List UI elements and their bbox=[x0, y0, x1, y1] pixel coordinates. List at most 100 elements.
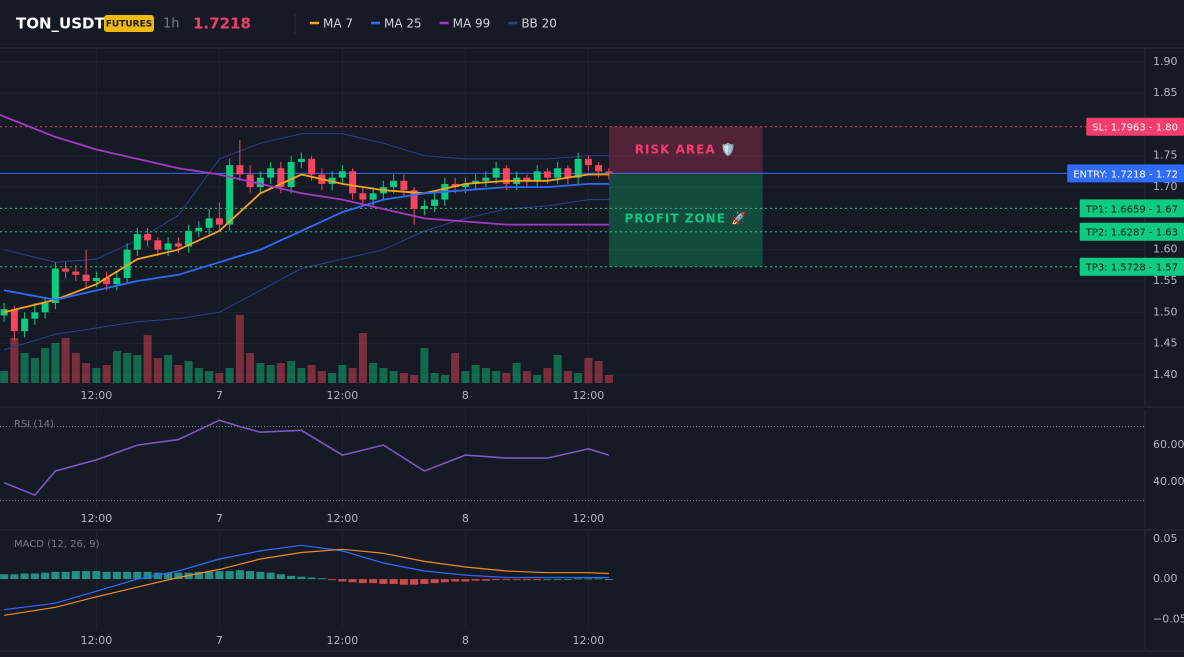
x-tick-label: 7 bbox=[216, 389, 223, 402]
volume-bar bbox=[399, 373, 408, 383]
candle-body bbox=[605, 171, 613, 174]
candle-body bbox=[103, 277, 111, 285]
badge: FUTURES bbox=[106, 20, 152, 30]
level-label: TP1: 1.6659 - 1.67 bbox=[1085, 204, 1178, 215]
candle-body bbox=[533, 171, 541, 181]
macd-histogram-bar bbox=[348, 579, 357, 583]
level-tag-bg bbox=[1067, 164, 1184, 183]
volume-bar bbox=[194, 368, 203, 383]
macd-histogram-bar bbox=[112, 571, 121, 580]
macd-histogram-bar bbox=[379, 579, 388, 584]
y-tick-label: 0.05 bbox=[1153, 532, 1178, 545]
candle-body bbox=[174, 243, 182, 247]
candle-body bbox=[431, 199, 439, 206]
level-tag: SL: 1.7963 - 1.80 bbox=[1086, 117, 1184, 136]
volume-bar bbox=[30, 358, 39, 383]
macd-histogram-bar bbox=[563, 579, 572, 581]
volume-bar bbox=[358, 333, 367, 383]
candle-body bbox=[41, 302, 49, 313]
macd-histogram-bar bbox=[604, 579, 613, 581]
volume-bar bbox=[379, 368, 388, 383]
candle-body bbox=[349, 171, 357, 194]
volume-bar bbox=[246, 353, 255, 383]
macd-histogram-bar bbox=[266, 572, 275, 580]
y-tick-label: −0.05 bbox=[1153, 612, 1184, 625]
volume-bar bbox=[369, 363, 378, 383]
macd-histogram-bar bbox=[246, 571, 255, 580]
volume-bar bbox=[184, 361, 193, 383]
y-tick-label: 60.00 bbox=[1153, 438, 1184, 451]
x-tick-label: 12:00 bbox=[327, 512, 359, 525]
x-tick-label: 12:00 bbox=[81, 634, 113, 647]
trade-zone bbox=[608, 173, 763, 267]
volume-bar bbox=[420, 348, 429, 383]
pane-title: MACD (12, 26, 9) bbox=[14, 539, 100, 550]
candle-body bbox=[502, 168, 510, 184]
y-tick-label: 1.70 bbox=[1153, 180, 1178, 193]
moving-average bbox=[0, 114, 609, 226]
candle-body bbox=[113, 277, 121, 285]
macd-histogram-bar bbox=[420, 579, 429, 584]
level-tag-bg bbox=[1086, 117, 1184, 136]
interval[interactable]: 1h bbox=[163, 17, 180, 32]
macd-histogram-bar bbox=[256, 571, 265, 580]
y-tick-label: 1.90 bbox=[1153, 55, 1178, 68]
level-label: SL: 1.7963 - 1.80 bbox=[1092, 123, 1178, 134]
candle-body bbox=[369, 193, 377, 200]
y-tick-label: 1.85 bbox=[1153, 86, 1178, 99]
candle-body bbox=[492, 168, 500, 178]
rsi-line bbox=[3, 419, 610, 497]
candle-body bbox=[574, 158, 582, 178]
volume-bar bbox=[102, 365, 111, 383]
volume-bar bbox=[287, 361, 296, 383]
candle-body bbox=[164, 243, 172, 250]
x-tick-label: 7 bbox=[216, 634, 223, 647]
zone-label: RISK AREA 🛡️ bbox=[635, 143, 737, 157]
volume-bar bbox=[123, 353, 132, 383]
trade-zone bbox=[608, 126, 763, 174]
candle-body bbox=[215, 218, 223, 225]
macd-histogram-bar bbox=[594, 578, 603, 580]
candle-body bbox=[297, 158, 305, 163]
volume-bar bbox=[153, 358, 162, 383]
pane-title: RSI (14) bbox=[14, 419, 54, 430]
volume-bar bbox=[594, 361, 603, 383]
x-tick-label: 8 bbox=[462, 389, 469, 402]
volume-bar bbox=[502, 373, 511, 383]
volume-bar bbox=[0, 371, 9, 383]
legend-label: MA 7 bbox=[323, 17, 353, 31]
candle-body bbox=[359, 193, 367, 200]
volume-bar bbox=[61, 338, 70, 383]
x-tick-label: 8 bbox=[462, 512, 469, 525]
bb-upper bbox=[3, 133, 609, 263]
level-label: ENTRY: 1.7218 - 1.72 bbox=[1073, 169, 1178, 180]
legend: MA 7 MA 25 MA 99 BB 20 bbox=[310, 17, 557, 31]
macd-histogram-bar bbox=[584, 578, 593, 580]
volume-bar bbox=[574, 373, 583, 383]
macd-histogram-bar bbox=[440, 579, 449, 583]
candle-body bbox=[154, 240, 162, 250]
candle-body bbox=[277, 168, 285, 188]
volume-bar bbox=[307, 365, 316, 383]
volume-bar bbox=[133, 355, 142, 383]
macd-histogram-bar bbox=[358, 579, 367, 584]
macd-histogram-bar bbox=[471, 579, 480, 581]
level-tag-bg bbox=[1079, 199, 1184, 218]
y-tick-label: 1.45 bbox=[1153, 337, 1178, 350]
macd-histogram-bar bbox=[553, 579, 562, 581]
candle-body bbox=[226, 165, 234, 225]
candle-body bbox=[420, 205, 428, 209]
x-tick-label: 7 bbox=[216, 512, 223, 525]
candle-body bbox=[21, 318, 29, 332]
macd-histogram-bar bbox=[20, 573, 29, 580]
macd-histogram-bar bbox=[492, 579, 501, 581]
volume-bar bbox=[71, 353, 80, 383]
x-tick-label: 12:00 bbox=[573, 634, 605, 647]
candle-body bbox=[308, 158, 316, 175]
candle-body bbox=[461, 183, 469, 188]
candle-body bbox=[400, 180, 408, 191]
candle-body bbox=[482, 177, 490, 181]
candle-body bbox=[267, 168, 275, 178]
macd-histogram-bar bbox=[317, 578, 326, 580]
badge-bg bbox=[104, 15, 154, 32]
